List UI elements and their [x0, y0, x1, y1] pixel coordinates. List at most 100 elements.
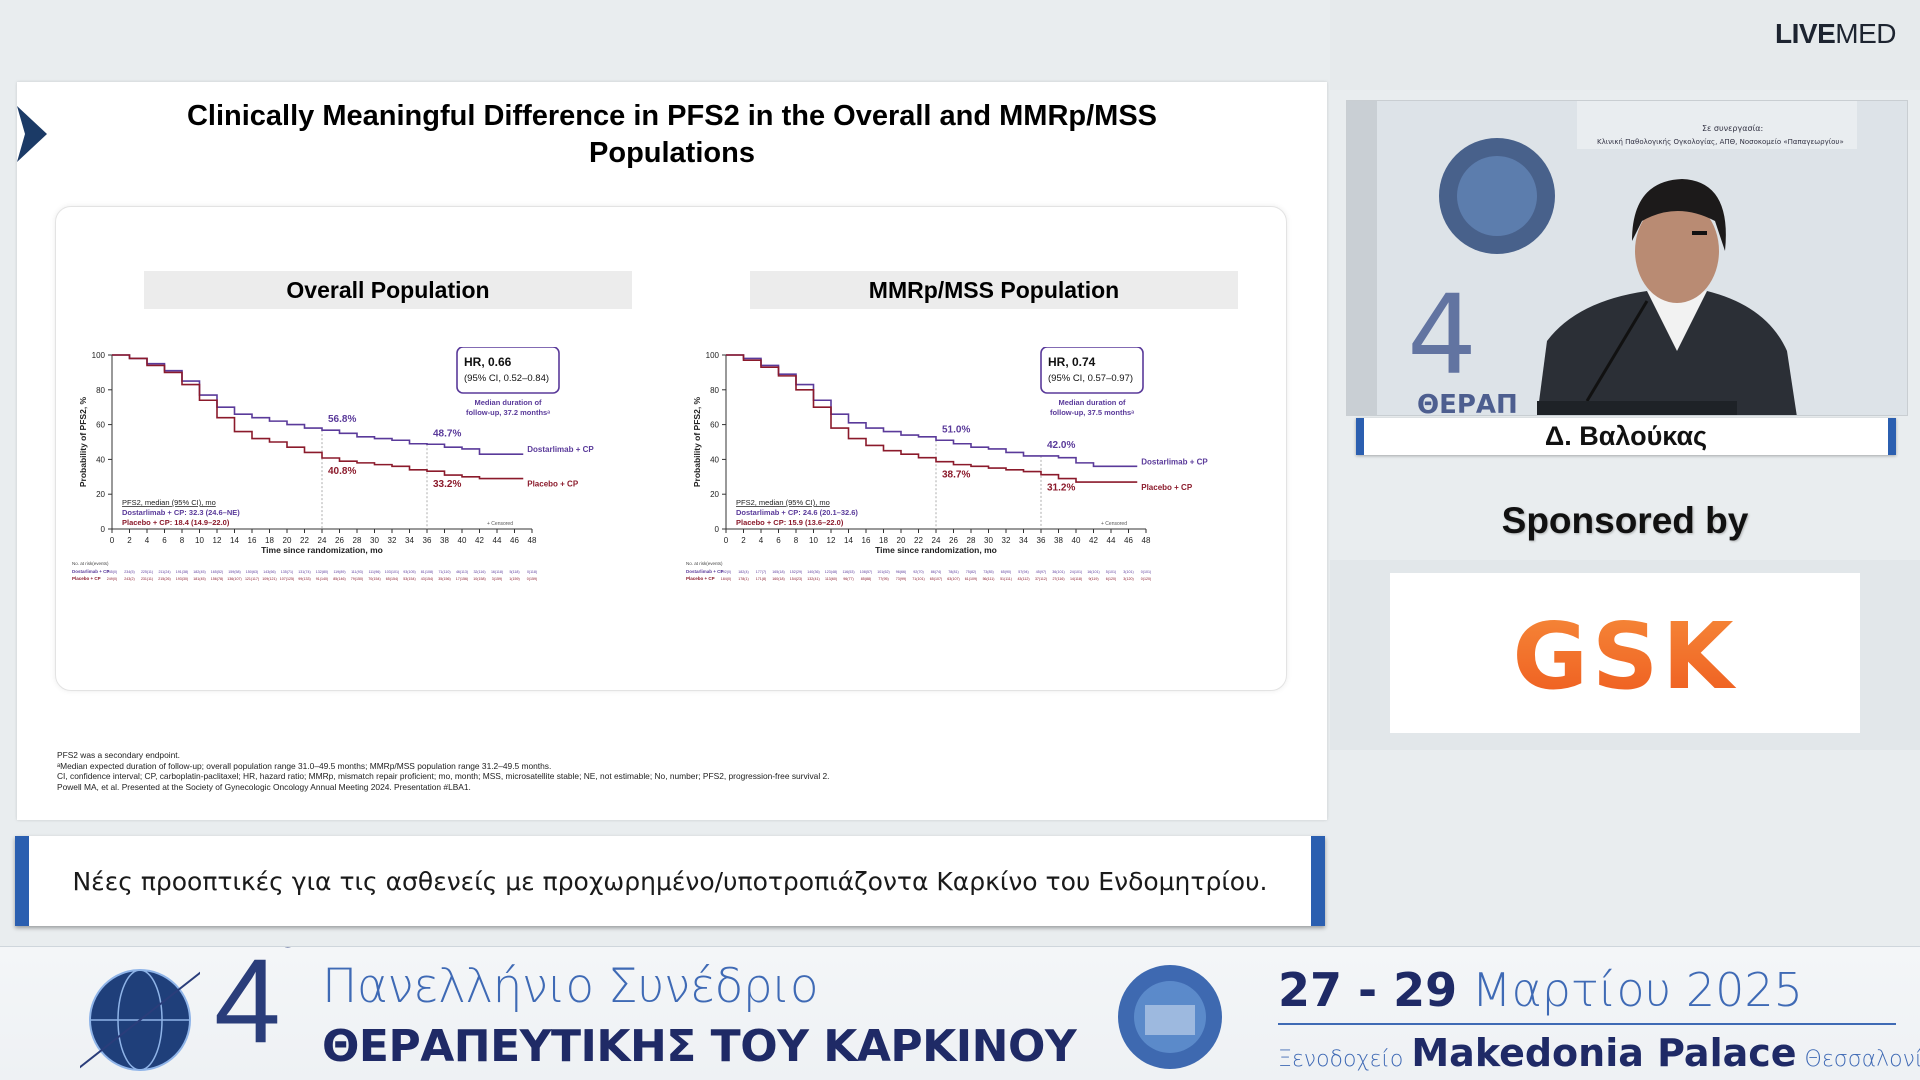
y-tick-label: 40 [96, 455, 105, 464]
sponsored-by-label: Sponsored by [1501, 500, 1749, 541]
x-tick-label: 10 [195, 536, 204, 545]
censored-legend: + Censored [1101, 521, 1127, 527]
slide-footnotes: PFS2 was a secondary endpoint. ᵃMedian e… [57, 750, 1257, 792]
gsk-logo-text: GSK [1512, 608, 1737, 698]
at-risk-value: 63(107) [947, 577, 959, 581]
at-risk-value: 3(120) [1123, 577, 1133, 581]
at-risk-value: 231(11) [141, 577, 153, 581]
at-risk-value: 160(18) [772, 577, 784, 581]
x-tick-label: 16 [862, 536, 871, 545]
y-tick-label: 0 [715, 525, 720, 534]
hr-box: HR, 0.66 (95% CI, 0.52–0.84) Median durati… [456, 347, 560, 417]
speaker-video-frame: Σε συνεργασία: Κλινική Παθολογικής Ογκολ… [1347, 101, 1907, 415]
at-risk-value: 159(58) [228, 570, 240, 574]
at-risk-label: Placebo + CP [686, 576, 715, 581]
x-tick-label: 34 [405, 536, 414, 545]
at-risk-value: 109(121) [262, 577, 276, 581]
slide-title: Clinically Meaningful Difference in PFS2… [186, 100, 1158, 169]
x-tick-label: 18 [265, 536, 274, 545]
at-risk-value: 85(88) [861, 577, 871, 581]
at-risk-value: 101(62) [877, 570, 889, 574]
x-tick-label: 2 [741, 536, 746, 545]
x-tick-label: 28 [967, 536, 976, 545]
banner-title-line1: Πανελλήνιο Συνέδριο [322, 959, 819, 1014]
x-tick-label: 46 [1124, 536, 1133, 545]
at-risk-header: No. at risk(events) [686, 561, 723, 566]
at-risk-value: 65(107) [930, 577, 942, 581]
speaker-name-bar: Δ. Βαλούκας [1356, 418, 1896, 455]
x-tick-label: 26 [335, 536, 344, 545]
at-risk-value: 225(11) [141, 570, 153, 574]
x-tick-label: 6 [776, 536, 781, 545]
follow-up-note: follow-up, 37.2 monthsᵃ [466, 408, 550, 417]
at-risk-value: 108(57) [860, 570, 872, 574]
at-risk-value: 234(5) [124, 570, 134, 574]
at-risk-value: 92(70) [913, 570, 923, 574]
at-risk-value: 143(66) [263, 570, 275, 574]
at-risk-header: No. at risk(events) [72, 561, 109, 566]
x-axis-label: Time since randomization, mo [261, 545, 383, 555]
at-risk-value: 135(71) [281, 570, 293, 574]
y-tick-label: 80 [710, 386, 719, 395]
x-tick-label: 16 [248, 536, 257, 545]
at-risk-value: 6(120) [1106, 577, 1116, 581]
y-axis-label: Probability of PFS2, % [692, 396, 702, 487]
series-label: Placebo + CP [527, 480, 579, 489]
at-risk-value: 81(108) [421, 570, 433, 574]
series-label: Dostarlimab + CP [527, 445, 594, 454]
x-tick-label: 22 [300, 536, 309, 545]
at-risk-value: 79(150) [351, 577, 363, 581]
at-risk-value: 27(116) [1052, 577, 1064, 581]
at-risk-value: 152(29) [790, 570, 802, 574]
at-risk-value: 96(66) [896, 570, 906, 574]
thessaloniki-globe-icon [1118, 965, 1222, 1069]
x-tick-label: 32 [388, 536, 397, 545]
series-label: Dostarlimab + CP [1141, 457, 1208, 466]
at-risk-value: 243(2) [124, 577, 134, 581]
at-risk-value: 73(85) [983, 570, 993, 574]
at-risk-value: 75(82) [966, 570, 976, 574]
censored-legend: + Censored [487, 521, 513, 527]
at-risk-value: 71(110) [438, 570, 450, 574]
at-risk-value: 85(146) [333, 577, 345, 581]
at-risk-value: 154(23) [790, 577, 802, 581]
landmark-label: 42.0% [1047, 440, 1075, 451]
footnote: CI, confidence interval; CP, carboplatin… [57, 771, 830, 782]
x-tick-label: 4 [759, 536, 764, 545]
at-risk-value: 0(118) [527, 570, 537, 574]
banner-divider [1278, 1023, 1896, 1025]
caption-text: Νέες προοπτικές για τις ασθενείς με προχ… [72, 866, 1268, 896]
x-tick-label: 26 [949, 536, 958, 545]
at-risk-value: 171(8) [756, 577, 766, 581]
y-tick-label: 40 [710, 455, 719, 464]
lower-third-caption: Νέες προοπτικές για τις ασθενείς με προχ… [15, 836, 1325, 926]
at-risk-value: 78(81) [948, 570, 958, 574]
x-tick-label: 32 [1002, 536, 1011, 545]
at-risk-value: 119(89) [333, 570, 345, 574]
microphone [1585, 300, 1649, 402]
x-tick-label: 20 [897, 536, 906, 545]
backdrop-text: Σε συνεργασία: [1702, 124, 1763, 133]
x-tick-label: 2 [127, 536, 132, 545]
x-tick-label: 14 [844, 536, 853, 545]
at-risk-value: 111(96) [369, 570, 381, 574]
y-tick-label: 80 [96, 386, 105, 395]
y-tick-label: 100 [92, 351, 106, 360]
landmark-label: 51.0% [942, 424, 970, 435]
at-risk-value: 116(53) [842, 570, 854, 574]
at-risk-value: 53(154) [403, 577, 415, 581]
at-risk-label: Dostarlimab + CP [72, 569, 109, 574]
at-risk-value: 0(120) [1141, 577, 1151, 581]
median-text: Dostarlimab + CP: 24.6 (20.1–32.6) [736, 508, 858, 517]
x-tick-label: 18 [879, 536, 888, 545]
globe-icon [80, 969, 200, 1071]
hr-value: HR, 0.66 [464, 355, 512, 369]
x-tick-label: 42 [1089, 536, 1098, 545]
at-risk-value: 113(60) [825, 577, 837, 581]
x-tick-label: 36 [423, 536, 432, 545]
x-tick-label: 0 [724, 536, 729, 545]
at-risk-value: 56(111) [983, 577, 995, 581]
x-tick-label: 34 [1019, 536, 1028, 545]
median-header: PFS2, median (95% CI), mo [736, 498, 830, 507]
